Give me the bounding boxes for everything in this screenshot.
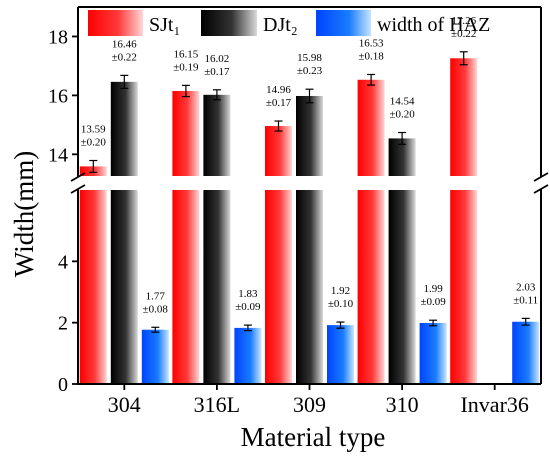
x-tick-label: 310: [386, 392, 419, 417]
axis-break-gap: [75, 176, 544, 190]
bar-0-1: [172, 90, 200, 385]
bar-0-4: [450, 58, 478, 385]
y-tick-label: 2: [58, 313, 68, 335]
y-tick-label: 16: [48, 85, 68, 107]
break-slash: [533, 184, 549, 194]
bar-0-3: [357, 79, 385, 384]
break-slash: [70, 184, 86, 194]
legend-swatch-2: [316, 10, 371, 36]
y-tick-label: 14: [48, 144, 68, 166]
y-tick-label: 18: [48, 26, 68, 48]
bar-2-2: [327, 325, 354, 384]
y-tick-label: 0: [58, 374, 68, 396]
legend-swatch-0: [88, 10, 143, 36]
bar-1-3: [388, 138, 416, 384]
data-label: 15.98 ±0.23: [297, 52, 323, 77]
break-slash: [533, 172, 549, 182]
bar-2-0: [141, 329, 169, 384]
data-label: 1.77 ±0.08: [143, 290, 169, 315]
bar-0-2: [265, 126, 292, 385]
x-tick-label: 304: [108, 392, 141, 417]
data-label: 16.15 ±0.19: [173, 48, 199, 73]
x-axis-label: Material type: [241, 422, 386, 452]
legend-label-2: width of HAZ: [377, 14, 490, 36]
data-label: 2.03 ±0.11: [513, 281, 538, 306]
data-label: 16.53 ±0.18: [358, 37, 384, 62]
bar-2-3: [419, 322, 447, 384]
data-label: 1.92 ±0.10: [328, 285, 354, 310]
legend-label-1: DJt₂: [263, 14, 298, 36]
bar-1-1: [203, 94, 231, 384]
legend-label-0: SJt₁: [149, 14, 180, 36]
axes-layer: 0 2 4 14 16 18 304 316L 309 310 Invar36: [48, 6, 549, 417]
legend: SJt₁ DJt₂ width of HAZ: [88, 10, 490, 36]
bar-2-4: [512, 321, 540, 384]
break-slash: [70, 172, 86, 182]
data-label: 14.96 ±0.17: [266, 84, 292, 109]
legend-swatch-1: [201, 10, 257, 36]
bar-0-0: [79, 166, 107, 384]
y-axis-label: Width(mm): [9, 151, 39, 277]
data-label: 14.54 ±0.20: [389, 96, 415, 121]
x-tick-label: 316L: [194, 392, 240, 417]
data-label: 13.59 ±0.20: [81, 124, 107, 149]
data-label: 1.83 ±0.09: [235, 288, 261, 313]
bars-layer: [79, 51, 540, 385]
bar-1-2: [296, 95, 323, 384]
x-tick-label: 309: [293, 392, 326, 417]
data-label: 16.02 ±0.17: [204, 53, 230, 78]
x-tick-label: Invar36: [460, 392, 528, 417]
data-label: 17.26 ±0.22: [451, 15, 477, 40]
data-label: 16.46 ±0.22: [112, 38, 138, 63]
y-tick-label: 4: [58, 251, 68, 273]
bar-2-1: [234, 327, 262, 384]
bar-1-0: [110, 81, 138, 384]
data-label: 1.99 ±0.09: [420, 283, 446, 308]
